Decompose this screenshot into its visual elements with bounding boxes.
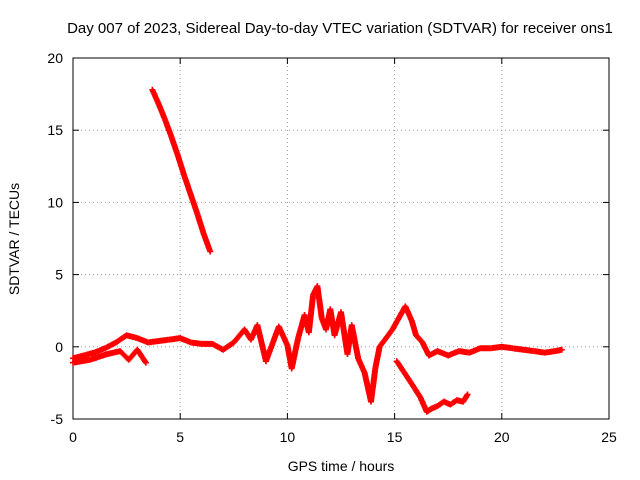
series-trace-segment: [394, 359, 408, 376]
series-trace-segment: [178, 335, 193, 345]
x-tick-label: 10: [280, 429, 296, 445]
series-trace-segment: [231, 327, 247, 345]
series-trace-segment: [175, 154, 187, 178]
x-tick-label: 15: [387, 429, 403, 445]
series-trace-segment: [188, 193, 200, 216]
series-trace-segment: [521, 346, 536, 354]
series-trace-segment: [289, 336, 301, 370]
series-trace-segment: [478, 345, 493, 352]
series-main-track: [70, 283, 565, 405]
series-trace-segment: [276, 325, 290, 347]
series-trace-segment: [71, 352, 86, 361]
series-trace-segment: [150, 88, 162, 106]
series-trace-segment: [349, 323, 361, 360]
series-trace-segment: [424, 406, 433, 415]
series-trace-segment: [372, 345, 383, 370]
y-tick-label: 5: [55, 267, 63, 283]
series-trace-segment: [156, 102, 168, 122]
series-trace-segment: [92, 345, 107, 355]
series-trace-segment: [146, 338, 161, 346]
series-trace-segment: [103, 340, 118, 351]
x-tick-label: 20: [494, 429, 510, 445]
series-evening-dip-track: [393, 358, 471, 415]
series-trace-segment: [201, 232, 213, 254]
x-tick-label: 0: [69, 429, 77, 445]
x-tick-label: 25: [601, 429, 617, 445]
series-trace-segment: [157, 336, 171, 344]
series-trace-segment: [306, 293, 316, 334]
series-trace-segment: [500, 344, 514, 351]
series-trace-segment: [263, 342, 275, 363]
series-trace-segment: [88, 351, 109, 363]
chart-title: Day 007 of 2023, Sidereal Day-to-day VTE…: [67, 20, 613, 37]
series-trace-segment: [355, 356, 367, 375]
series-trace-segment: [390, 316, 402, 332]
series-trace-segment: [383, 327, 395, 340]
series-trace-segment: [189, 339, 204, 347]
y-tick-label: 15: [47, 122, 63, 138]
data-points: [70, 86, 565, 415]
series-trace-segment: [403, 372, 416, 389]
series-trace-segment: [194, 212, 207, 236]
series-descending-track: [149, 86, 214, 255]
plot-frame: [72, 57, 610, 420]
y-tick-label: 20: [47, 50, 63, 66]
series-trace-segment: [553, 347, 564, 354]
series-trace-segment: [135, 348, 148, 365]
x-tick-label: 5: [176, 429, 184, 445]
ticks: 0 5 10 15 20 25 -5 0 5 10 15 20: [47, 50, 617, 445]
series-trace-segment: [221, 340, 236, 352]
series-trace-segment: [377, 336, 389, 349]
series-trace-segment: [71, 357, 92, 366]
series-trace-segment: [82, 350, 96, 359]
series-trace-segment: [532, 348, 547, 356]
y-axis-label: SDTVAR / TECUs: [6, 183, 22, 295]
series-trace-segment: [368, 367, 379, 404]
y-tick-label: -5: [51, 411, 64, 427]
series-overlap-track: [70, 346, 149, 366]
series-trace-segment: [460, 392, 470, 404]
y-tick-label: 10: [47, 194, 63, 210]
series-trace-segment: [414, 333, 425, 345]
series-trace-segment: [403, 304, 415, 323]
y-tick-label: 0: [55, 339, 63, 355]
series-trace-segment: [169, 135, 181, 158]
series-trace-segment: [409, 319, 419, 337]
series-trace-segment: [429, 403, 440, 412]
series-trace-segment: [455, 397, 465, 405]
x-axis-label: GPS time / hours: [288, 458, 395, 474]
series-trace-segment: [314, 284, 325, 320]
series-trace-segment: [162, 118, 175, 139]
grid: [73, 58, 609, 419]
series-trace-segment: [411, 385, 423, 400]
series-trace-segment: [125, 332, 139, 341]
series-trace-segment: [182, 174, 194, 197]
series-trace-segment: [511, 345, 525, 353]
